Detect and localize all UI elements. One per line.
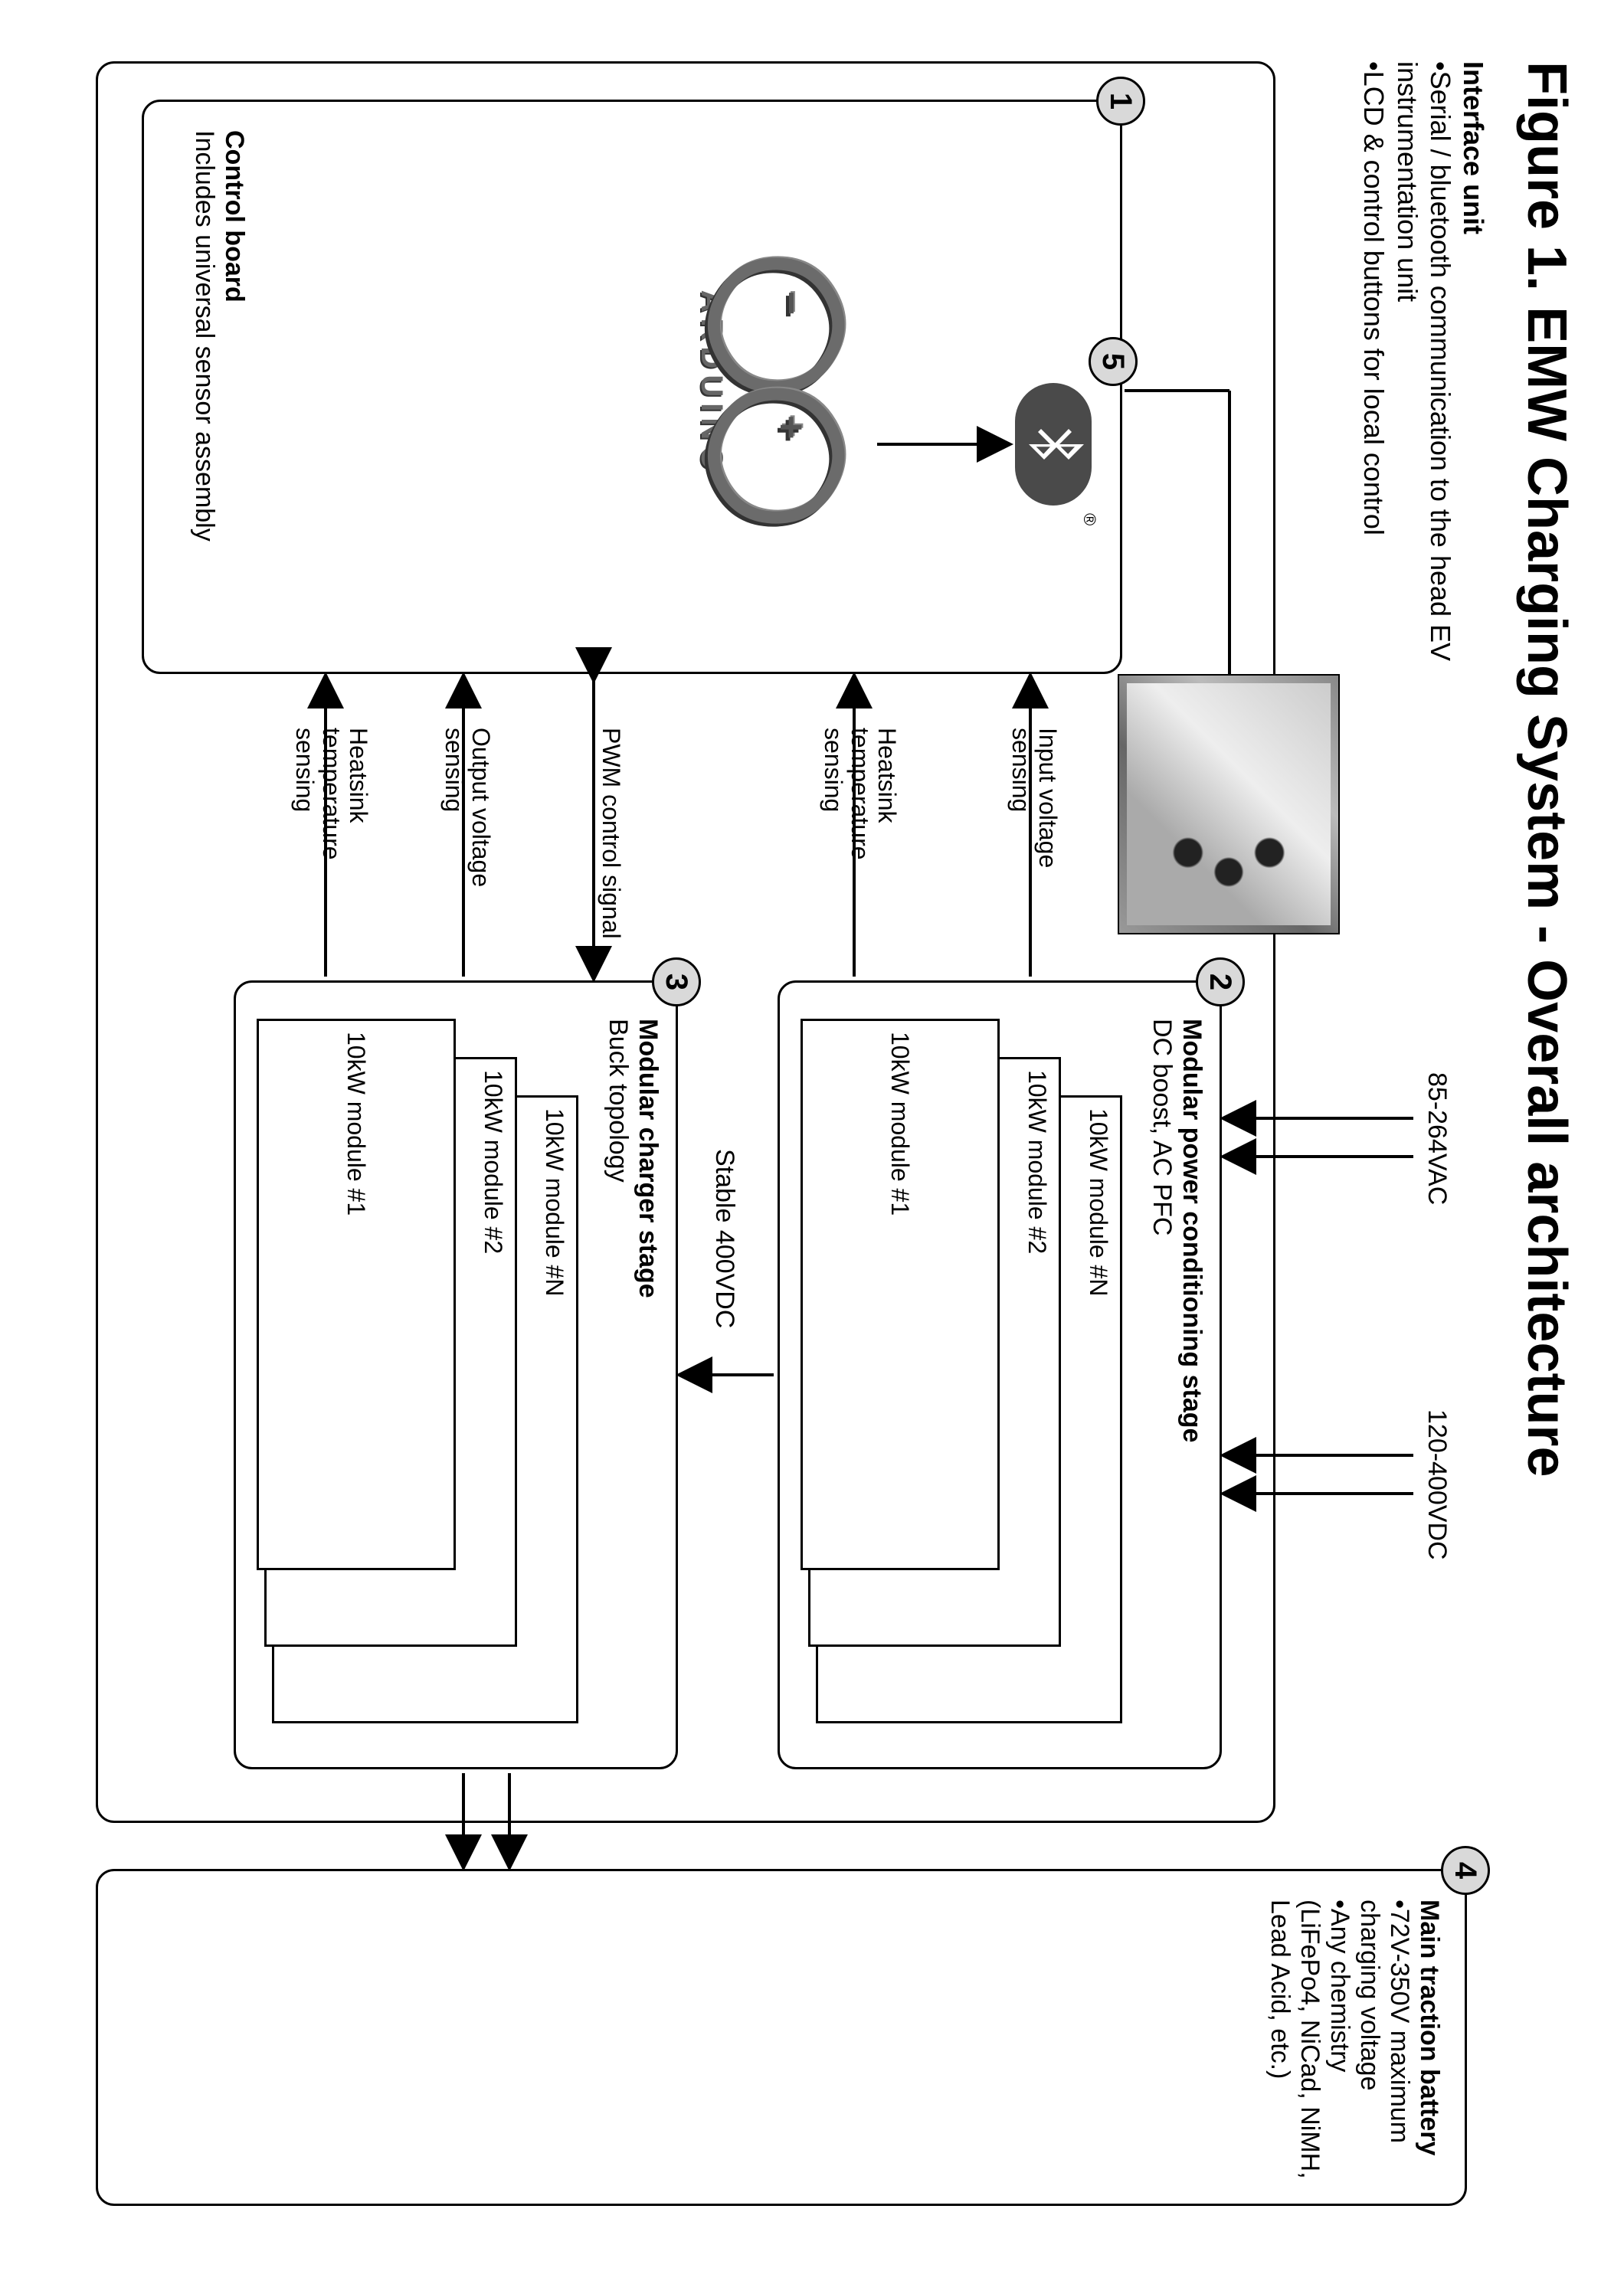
- stage2-mod-n-label: 10kW module #N: [1085, 1108, 1112, 1296]
- stage2-title-text: Modular power conditioning stage: [1177, 1019, 1207, 1442]
- stage3-mod-n-label: 10kW module #N: [541, 1108, 568, 1296]
- battery-box: [96, 1869, 1467, 2206]
- stage2-mod-2-label: 10kW module #2: [1023, 1070, 1051, 1254]
- num-5: 5: [1089, 337, 1138, 386]
- sig-input-voltage: Input voltage sensing: [1007, 728, 1061, 942]
- arduino-logo: ◯−◯+ ARDUINO: [694, 184, 839, 582]
- stage2-mod-1-label: 10kW module #1: [886, 1032, 915, 1216]
- control-sub: Includes universal sensor assembly: [190, 130, 219, 542]
- sig-pwm: PWM control signal: [598, 728, 624, 942]
- stage3-sub: Buck topology: [604, 1019, 633, 1183]
- battery-l1: •72V-350V maximum charging voltage: [1355, 1900, 1414, 2143]
- stage3-title-text: Modular charger stage: [634, 1019, 663, 1298]
- control-board-box: [142, 100, 1122, 674]
- num-2: 2: [1196, 957, 1245, 1006]
- num-3: 3: [652, 957, 701, 1006]
- dc-input-label: 120-400VDC: [1422, 1409, 1452, 1560]
- stage3-mod-1-label: 10kW module #1: [342, 1032, 371, 1216]
- figure-title: Figure 1. EMW Charging System - Overall …: [1515, 61, 1578, 2233]
- ac-input-label: 85-264VAC: [1422, 1072, 1452, 1205]
- arduino-infinity-icon: ◯−◯+: [735, 184, 839, 582]
- stage2-mod-1: 10kW module #1: [801, 1019, 1000, 1570]
- control-text: Control board Includes universal sensor …: [189, 130, 249, 628]
- stage3-mod-1: 10kW module #1: [257, 1019, 456, 1570]
- battery-text: Main traction battery •72V-350V maximum …: [1264, 1900, 1444, 2191]
- battery-title: Main traction battery: [1415, 1900, 1444, 2155]
- hardware-photo: [1118, 674, 1340, 934]
- num-4: 4: [1441, 1846, 1490, 1895]
- battery-l2: •Any chemistry (LiFePo4, NiCad, NiMH, Le…: [1265, 1900, 1354, 2179]
- stage3-mod-2-label: 10kW module #2: [480, 1070, 507, 1254]
- stage3-title: Modular charger stage Buck topology: [603, 1019, 663, 1708]
- sig-heatsink-1: Heatsink temperature sensing: [819, 728, 900, 942]
- sig-heatsink-2: Heatsink temperature sensing: [290, 728, 372, 942]
- stage2-title: Modular power conditioning stage DC boos…: [1147, 1019, 1207, 1708]
- mid-bus-label: Stable 400VDC: [709, 1149, 739, 1328]
- architecture-diagram: 85-264VAC 120-400VDC Modular power condi…: [88, 61, 1490, 2206]
- registered-mark: ®: [1079, 513, 1099, 525]
- control-title: Control board: [220, 130, 249, 303]
- bluetooth-icon: [1015, 383, 1092, 506]
- stage2-sub: DC boost, AC PFC: [1148, 1019, 1177, 1235]
- sig-output-voltage: Output voltage sensing: [440, 728, 494, 942]
- num-1: 1: [1096, 77, 1145, 126]
